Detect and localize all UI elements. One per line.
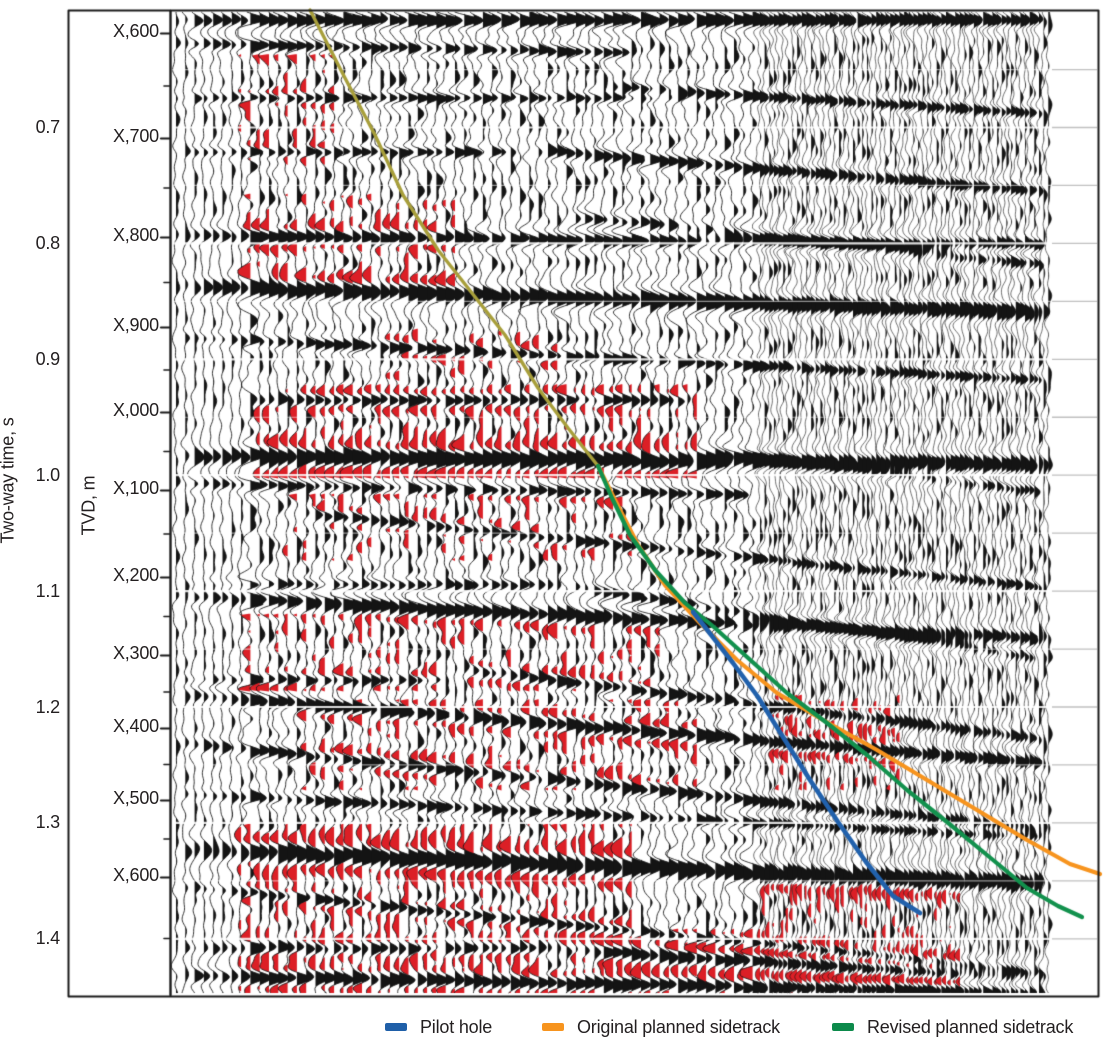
pilot-hole-swatch-icon	[385, 1023, 407, 1031]
time-tick-label: 1.2	[35, 696, 61, 717]
time-tick-label: 1.4	[35, 928, 61, 949]
tvd-tick-label: X,300	[112, 643, 159, 663]
tvd-tick-label: X,800	[112, 225, 159, 245]
original-sidetrack-swatch-icon	[542, 1023, 564, 1031]
legend: Pilot hole Original planned sidetrack Re…	[0, 1014, 1110, 1040]
tvd-tick-label: X,900	[112, 315, 159, 335]
tvd-tick-label: X,200	[112, 565, 159, 585]
tvd-tick-label: X,500	[112, 788, 159, 808]
tvd-tick-label: X,600	[112, 865, 159, 885]
tvd-tick-label: X,000	[112, 400, 159, 420]
tvd-tick-label: X,400	[112, 716, 159, 736]
time-tick-label: 1.1	[35, 580, 61, 601]
legend-entry-revised-sidetrack: Revised planned sidetrack	[832, 1014, 1073, 1040]
legend-label-pilot-hole: Pilot hole	[420, 1016, 493, 1037]
legend-label-revised-sidetrack: Revised planned sidetrack	[867, 1016, 1074, 1037]
time-tick-label: 0.9	[35, 348, 61, 369]
tvd-tick-label: X,700	[112, 126, 159, 146]
time-tick-label: 1.0	[35, 464, 61, 485]
revised-sidetrack-swatch-icon	[832, 1023, 854, 1031]
tvd-tick-label: X,100	[112, 478, 159, 498]
legend-entry-original-sidetrack: Original planned sidetrack	[542, 1014, 780, 1040]
tvd-tick-label: X,600	[112, 21, 159, 41]
legend-label-original-sidetrack: Original planned sidetrack	[577, 1016, 780, 1037]
time-tick-label: 0.8	[35, 232, 61, 253]
time-tick-label: 0.7	[35, 117, 61, 137]
time-tick-label: 1.3	[35, 812, 61, 833]
legend-entry-pilot-hole: Pilot hole	[385, 1014, 492, 1040]
